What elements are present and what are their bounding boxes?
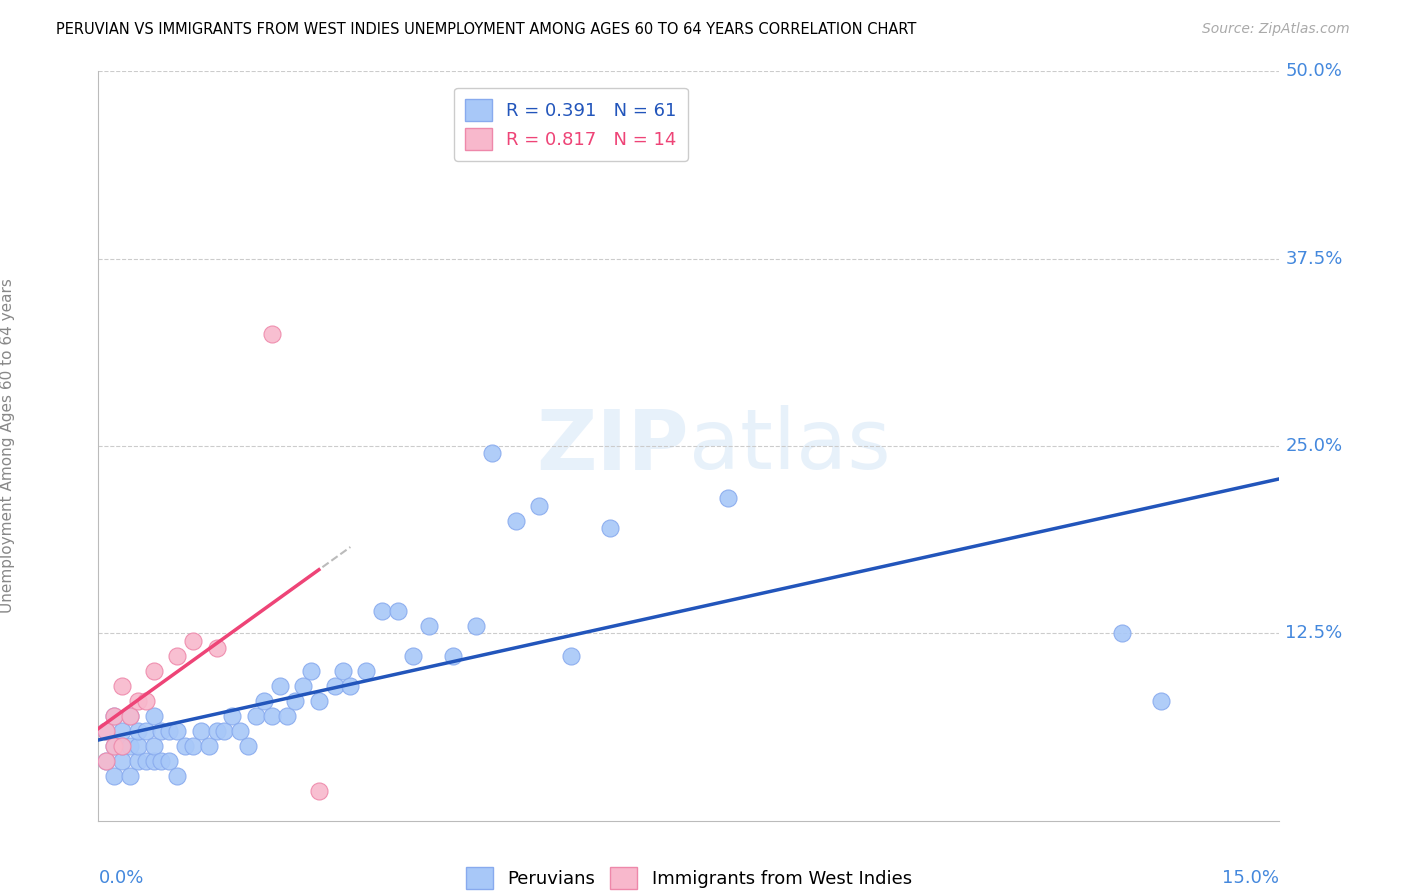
Point: [118, 739, 141, 753]
Point: [118, 708, 141, 723]
Point: [229, 723, 252, 738]
Point: [332, 664, 354, 678]
Point: [166, 648, 188, 663]
Point: [284, 694, 307, 708]
Point: [111, 739, 134, 753]
Point: [103, 708, 125, 723]
Text: 12.5%: 12.5%: [1285, 624, 1343, 642]
Text: ZIP: ZIP: [537, 406, 689, 486]
Point: [205, 723, 228, 738]
Point: [1150, 694, 1173, 708]
Point: [135, 754, 157, 768]
Point: [599, 521, 621, 535]
Text: 50.0%: 50.0%: [1285, 62, 1343, 80]
Point: [157, 754, 180, 768]
Point: [127, 723, 149, 738]
Point: [402, 648, 425, 663]
Point: [142, 708, 165, 723]
Point: [103, 739, 125, 753]
Text: 0.0%: 0.0%: [98, 869, 143, 887]
Point: [127, 739, 149, 753]
Text: atlas: atlas: [689, 406, 890, 486]
Point: [111, 723, 134, 738]
Point: [269, 679, 291, 693]
Point: [142, 754, 165, 768]
Point: [96, 723, 118, 738]
Point: [111, 679, 134, 693]
Point: [103, 708, 125, 723]
Point: [308, 783, 330, 797]
Point: [371, 604, 394, 618]
Point: [103, 769, 125, 783]
Point: [142, 739, 165, 753]
Point: [157, 723, 180, 738]
Point: [221, 708, 243, 723]
Text: 37.5%: 37.5%: [1285, 250, 1343, 268]
Point: [96, 754, 118, 768]
Point: [441, 648, 464, 663]
Point: [150, 754, 173, 768]
Point: [308, 694, 330, 708]
Point: [505, 514, 527, 528]
Point: [260, 326, 283, 341]
Text: Source: ZipAtlas.com: Source: ZipAtlas.com: [1202, 22, 1350, 37]
Point: [181, 633, 204, 648]
Point: [323, 679, 346, 693]
Point: [142, 664, 165, 678]
Point: [111, 754, 134, 768]
Text: 15.0%: 15.0%: [1222, 869, 1279, 887]
Point: [1111, 626, 1133, 640]
Point: [127, 754, 149, 768]
Point: [260, 708, 283, 723]
Text: Unemployment Among Ages 60 to 64 years: Unemployment Among Ages 60 to 64 years: [0, 278, 15, 614]
Point: [96, 723, 118, 738]
Point: [339, 679, 361, 693]
Point: [135, 723, 157, 738]
Legend: Peruvians, Immigrants from West Indies: Peruvians, Immigrants from West Indies: [458, 860, 920, 892]
Point: [111, 739, 134, 753]
Point: [150, 723, 173, 738]
Point: [214, 723, 236, 738]
Point: [465, 619, 488, 633]
Point: [253, 694, 276, 708]
Point: [103, 739, 125, 753]
Point: [118, 769, 141, 783]
Point: [118, 708, 141, 723]
Point: [481, 446, 503, 460]
Point: [354, 664, 377, 678]
Point: [127, 694, 149, 708]
Point: [190, 723, 212, 738]
Point: [276, 708, 298, 723]
Point: [135, 694, 157, 708]
Point: [166, 723, 188, 738]
Point: [236, 739, 259, 753]
Point: [299, 664, 322, 678]
Point: [717, 491, 740, 506]
Point: [560, 648, 582, 663]
Point: [181, 739, 204, 753]
Text: PERUVIAN VS IMMIGRANTS FROM WEST INDIES UNEMPLOYMENT AMONG AGES 60 TO 64 YEARS C: PERUVIAN VS IMMIGRANTS FROM WEST INDIES …: [56, 22, 917, 37]
Point: [197, 739, 219, 753]
Point: [166, 769, 188, 783]
Point: [205, 641, 228, 656]
Point: [292, 679, 315, 693]
Point: [418, 619, 440, 633]
Point: [96, 754, 118, 768]
Point: [174, 739, 197, 753]
Point: [387, 604, 409, 618]
Point: [245, 708, 267, 723]
Text: 25.0%: 25.0%: [1285, 437, 1343, 455]
Point: [529, 499, 551, 513]
